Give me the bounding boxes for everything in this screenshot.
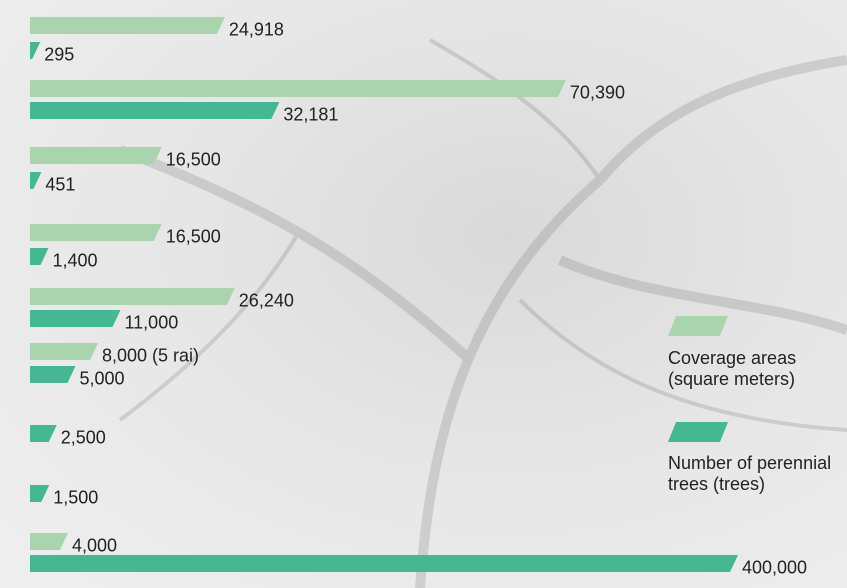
value-label: 8,000 (5 rai) xyxy=(102,345,199,365)
value-label: 400,000 xyxy=(742,557,807,577)
legend-swatch xyxy=(668,316,728,336)
value-label: 451 xyxy=(45,174,75,194)
bar xyxy=(30,172,41,189)
tree-background xyxy=(120,40,847,588)
bar xyxy=(30,248,49,265)
value-label: 11,000 xyxy=(125,312,179,332)
value-label: 70,390 xyxy=(570,82,625,102)
value-label: 16,500 xyxy=(166,149,221,169)
value-label: 16,500 xyxy=(166,226,221,246)
plot: 24,918 70,390 16,500 16,500 26,240 8,000 (5 r… xyxy=(0,0,847,588)
value-label: 2,500 xyxy=(61,427,106,447)
bar xyxy=(30,533,68,550)
bar xyxy=(30,485,49,502)
value-label: 5,000 xyxy=(80,368,125,388)
bar xyxy=(30,102,279,119)
bar xyxy=(30,147,162,164)
bar xyxy=(30,80,566,97)
value-label: 4,000 xyxy=(72,535,117,555)
legend-label: Coverage areas (square meters) xyxy=(668,348,838,390)
value-label: 26,240 xyxy=(239,290,294,310)
chart: 24,918 70,390 16,500 16,500 26,240 8,000 (5 r… xyxy=(0,0,847,588)
bar xyxy=(30,288,235,305)
bar xyxy=(30,555,738,572)
value-label: 1,500 xyxy=(53,487,98,507)
bar xyxy=(30,425,57,442)
bar xyxy=(30,42,40,59)
bar xyxy=(30,343,98,360)
bar xyxy=(30,366,76,383)
bar xyxy=(30,17,225,34)
legend-label: Number of perennial trees (trees) xyxy=(668,453,838,495)
legend-swatch xyxy=(668,422,728,442)
bar xyxy=(30,310,121,327)
value-label: 1,400 xyxy=(53,250,98,270)
value-label: 24,918 xyxy=(229,19,284,39)
value-label: 32,181 xyxy=(283,104,338,124)
bar xyxy=(30,224,162,241)
value-label: 295 xyxy=(44,44,74,64)
